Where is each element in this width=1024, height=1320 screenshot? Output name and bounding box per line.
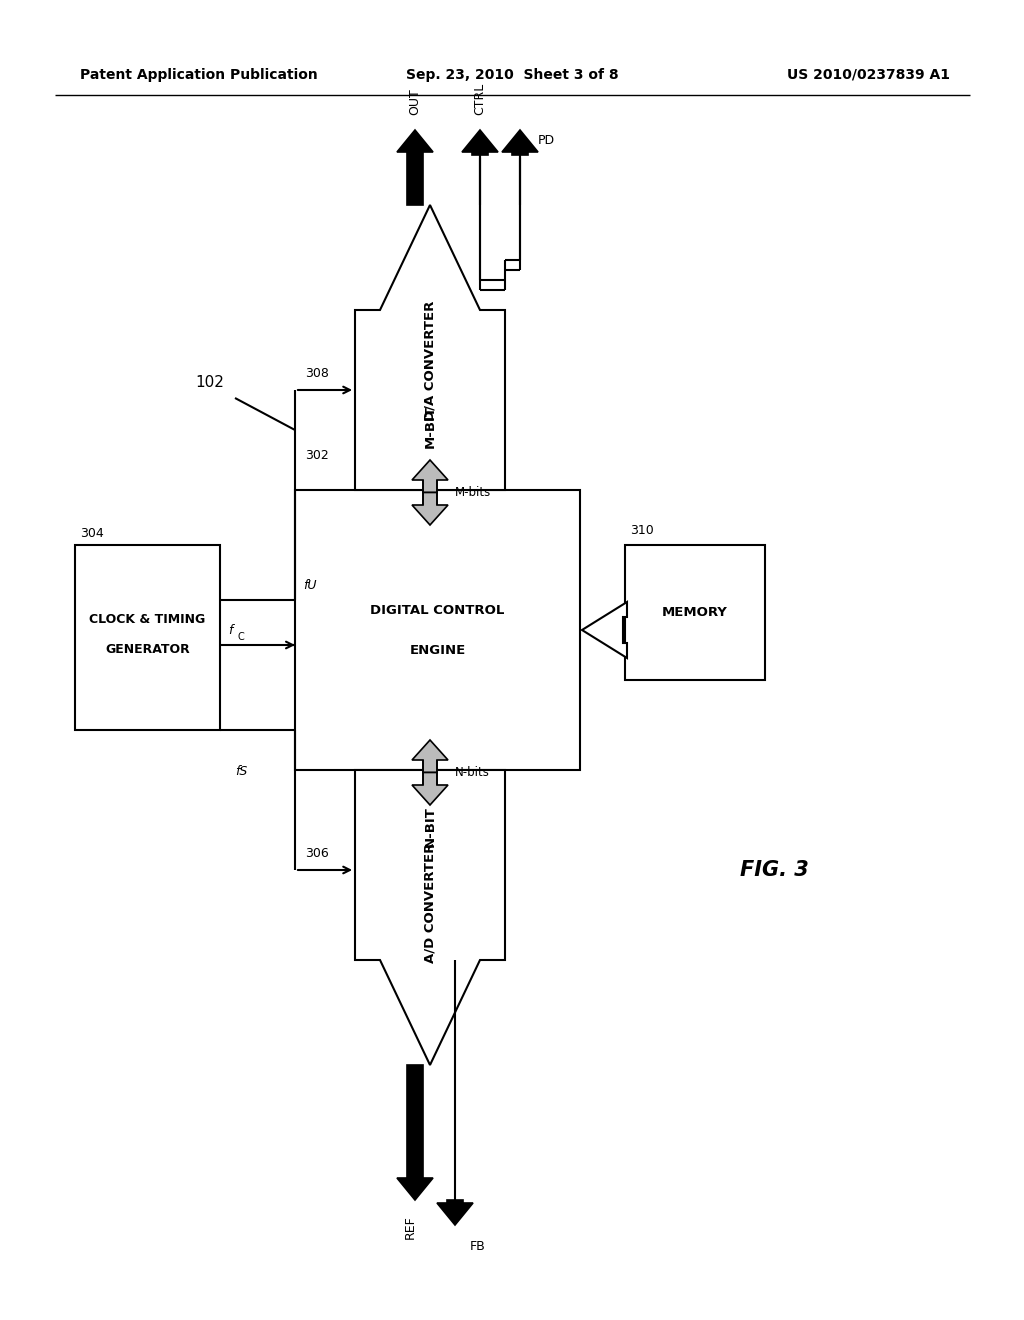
Text: CLOCK & TIMING: CLOCK & TIMING	[89, 612, 206, 626]
Polygon shape	[355, 205, 505, 490]
Polygon shape	[462, 129, 498, 154]
Text: N-BIT: N-BIT	[424, 807, 436, 847]
Text: DIGITAL CONTROL: DIGITAL CONTROL	[371, 603, 505, 616]
Text: M-BIT: M-BIT	[424, 405, 436, 449]
Text: ENGINE: ENGINE	[410, 644, 466, 656]
Text: M-bits: M-bits	[455, 486, 492, 499]
Polygon shape	[355, 770, 505, 1065]
Text: N-bits: N-bits	[455, 766, 489, 779]
Text: US 2010/0237839 A1: US 2010/0237839 A1	[787, 69, 950, 82]
Bar	[295, 490, 580, 770]
Polygon shape	[412, 459, 449, 492]
Text: 308: 308	[305, 367, 329, 380]
Text: REF: REF	[403, 1214, 417, 1238]
Text: 302: 302	[305, 449, 329, 462]
Text: CTRL: CTRL	[473, 83, 486, 115]
Text: Sep. 23, 2010  Sheet 3 of 8: Sep. 23, 2010 Sheet 3 of 8	[406, 69, 618, 82]
Text: Patent Application Publication: Patent Application Publication	[80, 69, 317, 82]
Text: FB: FB	[470, 1239, 485, 1253]
Polygon shape	[412, 492, 449, 525]
Text: D/A CONVERTER: D/A CONVERTER	[424, 300, 436, 421]
Polygon shape	[412, 772, 449, 805]
Bar	[75, 545, 220, 730]
Text: 102: 102	[195, 375, 224, 389]
Text: 310: 310	[630, 524, 653, 537]
Text: C: C	[237, 632, 244, 642]
Text: A/D CONVERTER: A/D CONVERTER	[424, 842, 436, 964]
Text: MEMORY: MEMORY	[663, 606, 728, 619]
Text: PD: PD	[538, 133, 555, 147]
Polygon shape	[397, 129, 433, 205]
Polygon shape	[582, 602, 627, 657]
Text: fS: fS	[234, 766, 247, 777]
Polygon shape	[437, 1200, 473, 1225]
Polygon shape	[397, 1065, 433, 1200]
Text: fU: fU	[303, 579, 316, 591]
Text: 306: 306	[305, 847, 329, 861]
Text: OUT: OUT	[409, 88, 422, 115]
Bar	[625, 545, 765, 680]
Polygon shape	[502, 129, 538, 154]
Text: 304: 304	[80, 527, 103, 540]
Polygon shape	[412, 741, 449, 772]
Text: GENERATOR: GENERATOR	[105, 643, 189, 656]
Text: f: f	[228, 624, 232, 638]
Text: FIG. 3: FIG. 3	[740, 861, 809, 880]
